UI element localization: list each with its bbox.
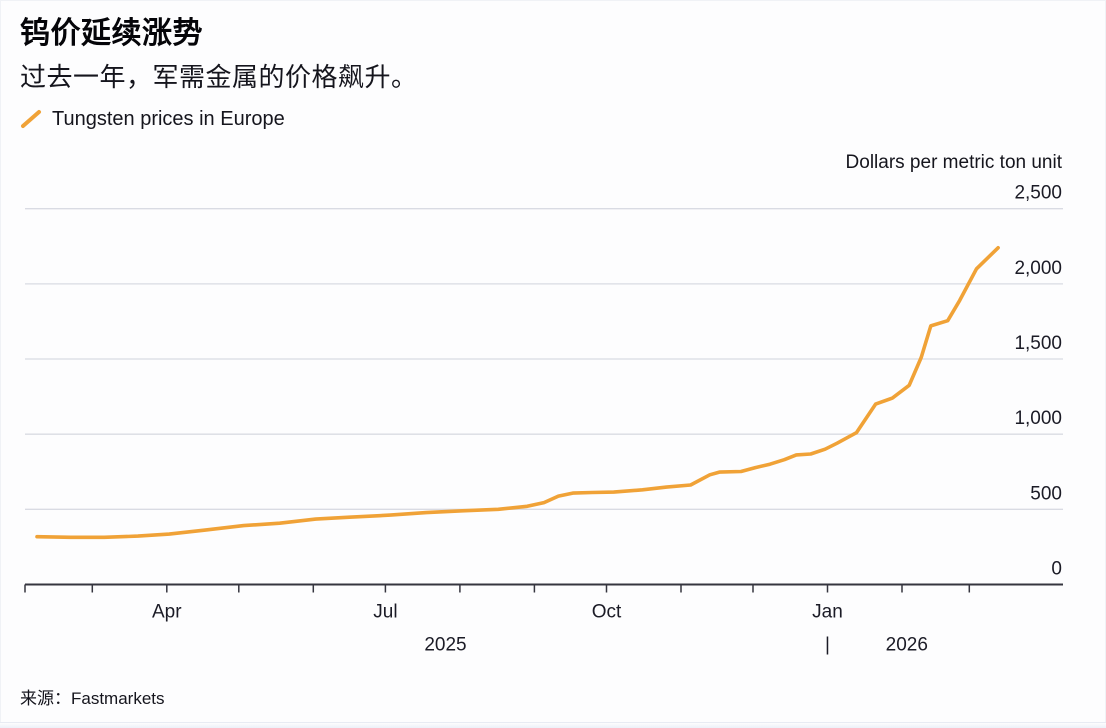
price-line <box>35 246 1000 540</box>
y-axis-labels: 0 500 1,000 1,500 2,000 2,500 <box>1014 183 1062 580</box>
svg-text:0: 0 <box>1051 559 1062 580</box>
y-gridlines <box>25 208 1063 510</box>
source-line: 来源：Fastmarkets <box>20 689 165 708</box>
svg-text:2,000: 2,000 <box>1014 258 1062 279</box>
svg-text:1,000: 1,000 <box>1014 408 1062 429</box>
page-subtitle: 过去一年，军需金属的价格飙升。 <box>20 62 418 92</box>
svg-text:Oct: Oct <box>592 602 622 623</box>
svg-text:1,500: 1,500 <box>1014 333 1062 354</box>
svg-text:Apr: Apr <box>152 602 182 623</box>
svg-text:2026: 2026 <box>886 635 928 656</box>
svg-text:|: | <box>825 635 830 656</box>
bottom-edge-divider <box>0 722 1106 728</box>
year-labels: 2025 | 2026 <box>424 635 928 656</box>
svg-text:500: 500 <box>1030 483 1062 504</box>
svg-text:Jul: Jul <box>373 602 397 623</box>
legend-line-icon <box>21 110 41 128</box>
svg-text:Jan: Jan <box>812 602 843 623</box>
legend-label: Tungsten prices in Europe <box>52 108 285 130</box>
svg-text:2025: 2025 <box>424 635 466 656</box>
page-title: 钨价延续涨势 <box>20 17 203 50</box>
svg-text:2,500: 2,500 <box>1014 183 1062 204</box>
x-axis: Apr Jul Oct Jan <box>24 583 1063 623</box>
legend: Tungsten prices in Europe <box>20 108 285 131</box>
y-axis-unit-label: Dollars per metric ton unit <box>845 152 1062 173</box>
